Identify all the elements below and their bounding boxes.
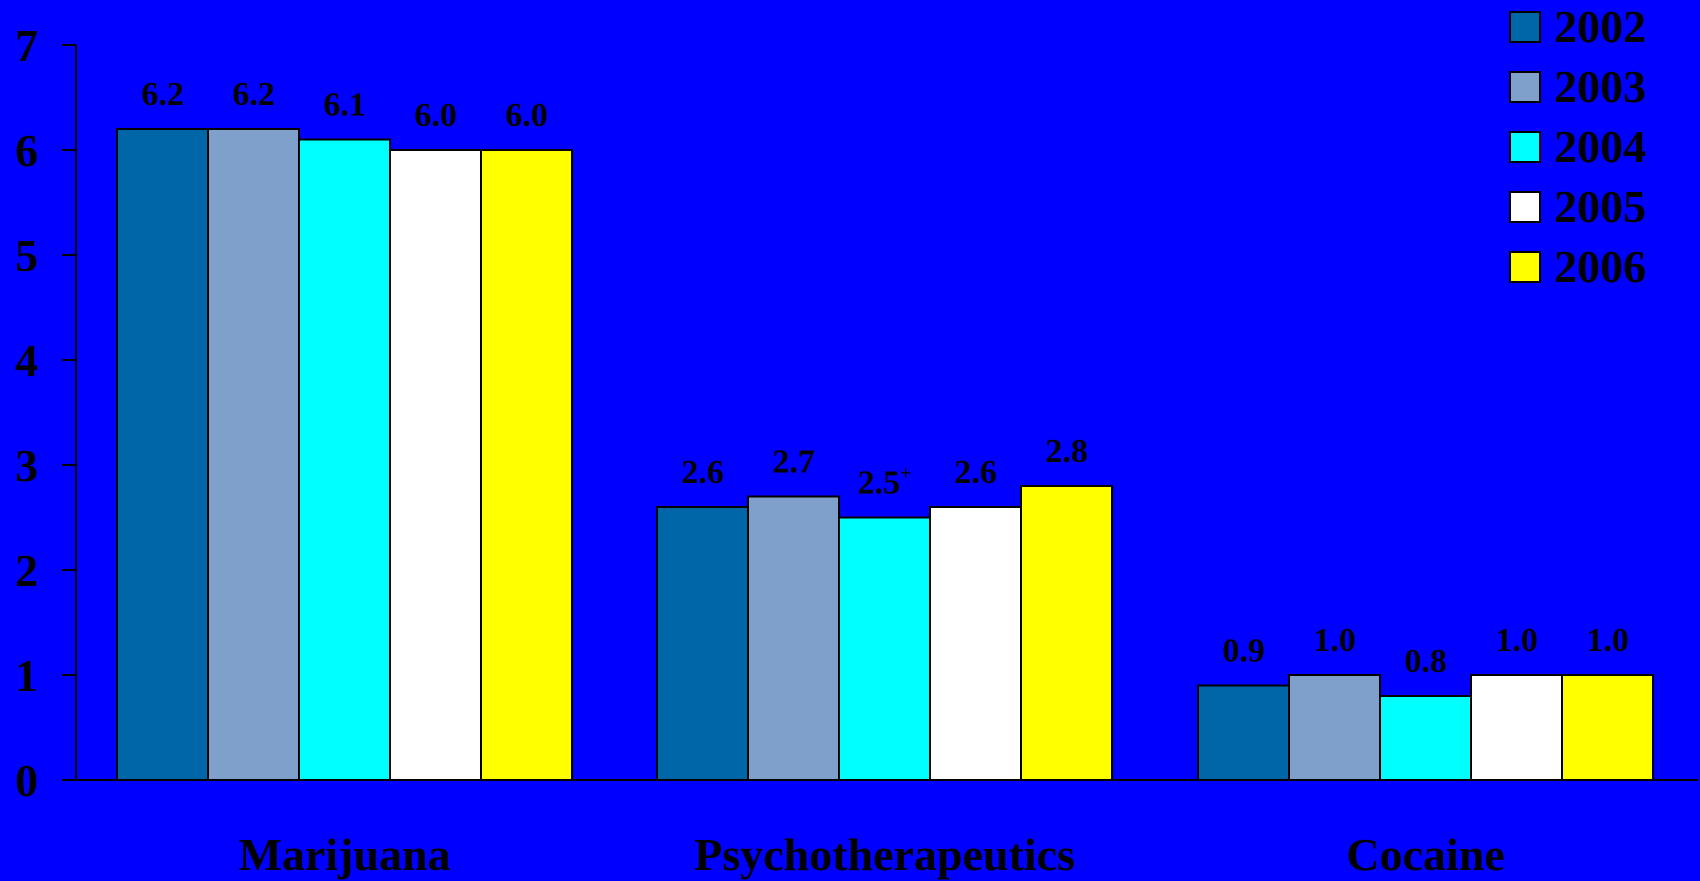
y-tick-label-4: 4	[15, 335, 38, 386]
bar-marijuana-2005	[389, 149, 482, 781]
y-tick-label-1: 1	[15, 650, 38, 701]
data-label-marijuana-2002: 6.2	[141, 76, 184, 113]
bar-cocaine-2005	[1470, 674, 1563, 781]
bar-marijuana-2003	[207, 128, 300, 781]
data-label-psychotherapeutics-2004: 2.5+	[858, 463, 912, 502]
bar-marijuana-2002	[116, 128, 209, 781]
y-tick-label-7: 7	[15, 20, 38, 71]
data-label-psychotherapeutics-2006: 2.8	[1045, 433, 1088, 470]
legend-label-2005: 2005	[1554, 181, 1646, 232]
y-tick-label-2: 2	[15, 545, 38, 596]
legend-label-2004: 2004	[1554, 121, 1646, 172]
category-label-psychotherapeutics: Psychotherapeutics	[694, 829, 1075, 880]
data-label-cocaine-2002: 0.9	[1222, 633, 1265, 670]
data-label-psychotherapeutics-2005: 2.6	[954, 454, 997, 491]
bar-psychotherapeutics-2005	[929, 506, 1022, 781]
axes-layer: 0 1 2 3 4 5 6 7 Marijuana Psychotherapeutics Cocai…	[15, 20, 1698, 880]
y-tick-label-3: 3	[15, 440, 38, 491]
data-label-marijuana-2005: 6.0	[414, 97, 457, 134]
bars-layer	[116, 128, 1654, 781]
bar-psychotherapeutics-2004	[838, 516, 931, 781]
bar-cocaine-2004	[1379, 695, 1472, 781]
category-label-cocaine: Cocaine	[1346, 829, 1504, 880]
data-label-cocaine-2004: 0.8	[1404, 643, 1447, 680]
legend-swatch-2005	[1509, 191, 1541, 223]
data-label-psychotherapeutics-2003: 2.7	[772, 444, 815, 481]
y-tick-label-6: 6	[15, 125, 38, 176]
bar-cocaine-2006	[1561, 674, 1654, 781]
legend-item-2006: 2006	[1509, 241, 1646, 292]
legend-swatch-2002	[1509, 11, 1541, 43]
bar-cocaine-2002	[1197, 684, 1290, 781]
y-tick-label-5: 5	[15, 230, 38, 281]
bar-marijuana-2004	[298, 138, 391, 781]
legend-item-2004: 2004	[1509, 121, 1646, 172]
labels-layer: 6.2 2.6 0.9 6.2 2.7 1.0 6.1 2.5+ 0.8 6.0 2.6 1.0 6.0…	[141, 76, 1629, 680]
legend-item-2003: 2003	[1509, 61, 1646, 112]
data-label-marijuana-2006: 6.0	[505, 97, 548, 134]
legend-label-2006: 2006	[1554, 241, 1646, 292]
y-tick-label-0: 0	[15, 755, 38, 806]
category-label-marijuana: Marijuana	[238, 829, 450, 880]
data-label-psychotherapeutics-2002: 2.6	[681, 454, 724, 491]
data-label-cocaine-2003: 1.0	[1313, 622, 1356, 659]
bar-psychotherapeutics-2003	[747, 495, 840, 781]
legend-label-2003: 2003	[1554, 61, 1646, 112]
bar-psychotherapeutics-2002	[656, 506, 749, 781]
legend-swatch-2003	[1509, 71, 1541, 103]
legend-label-2002: 2002	[1554, 1, 1646, 52]
bar-psychotherapeutics-2006	[1020, 485, 1113, 781]
data-label-cocaine-2006: 1.0	[1586, 622, 1629, 659]
legend-swatch-2006	[1509, 251, 1541, 283]
bar-marijuana-2006	[480, 149, 573, 781]
legend: 2002 2003 2004 2005 2006	[1509, 1, 1646, 292]
data-label-marijuana-2004: 6.1	[323, 87, 366, 124]
bar-cocaine-2003	[1288, 674, 1381, 781]
legend-swatch-2004	[1509, 131, 1541, 163]
data-label-marijuana-2003: 6.2	[232, 76, 275, 113]
legend-item-2005: 2005	[1509, 181, 1646, 232]
legend-item-2002: 2002	[1509, 1, 1646, 52]
data-label-cocaine-2005: 1.0	[1495, 622, 1538, 659]
